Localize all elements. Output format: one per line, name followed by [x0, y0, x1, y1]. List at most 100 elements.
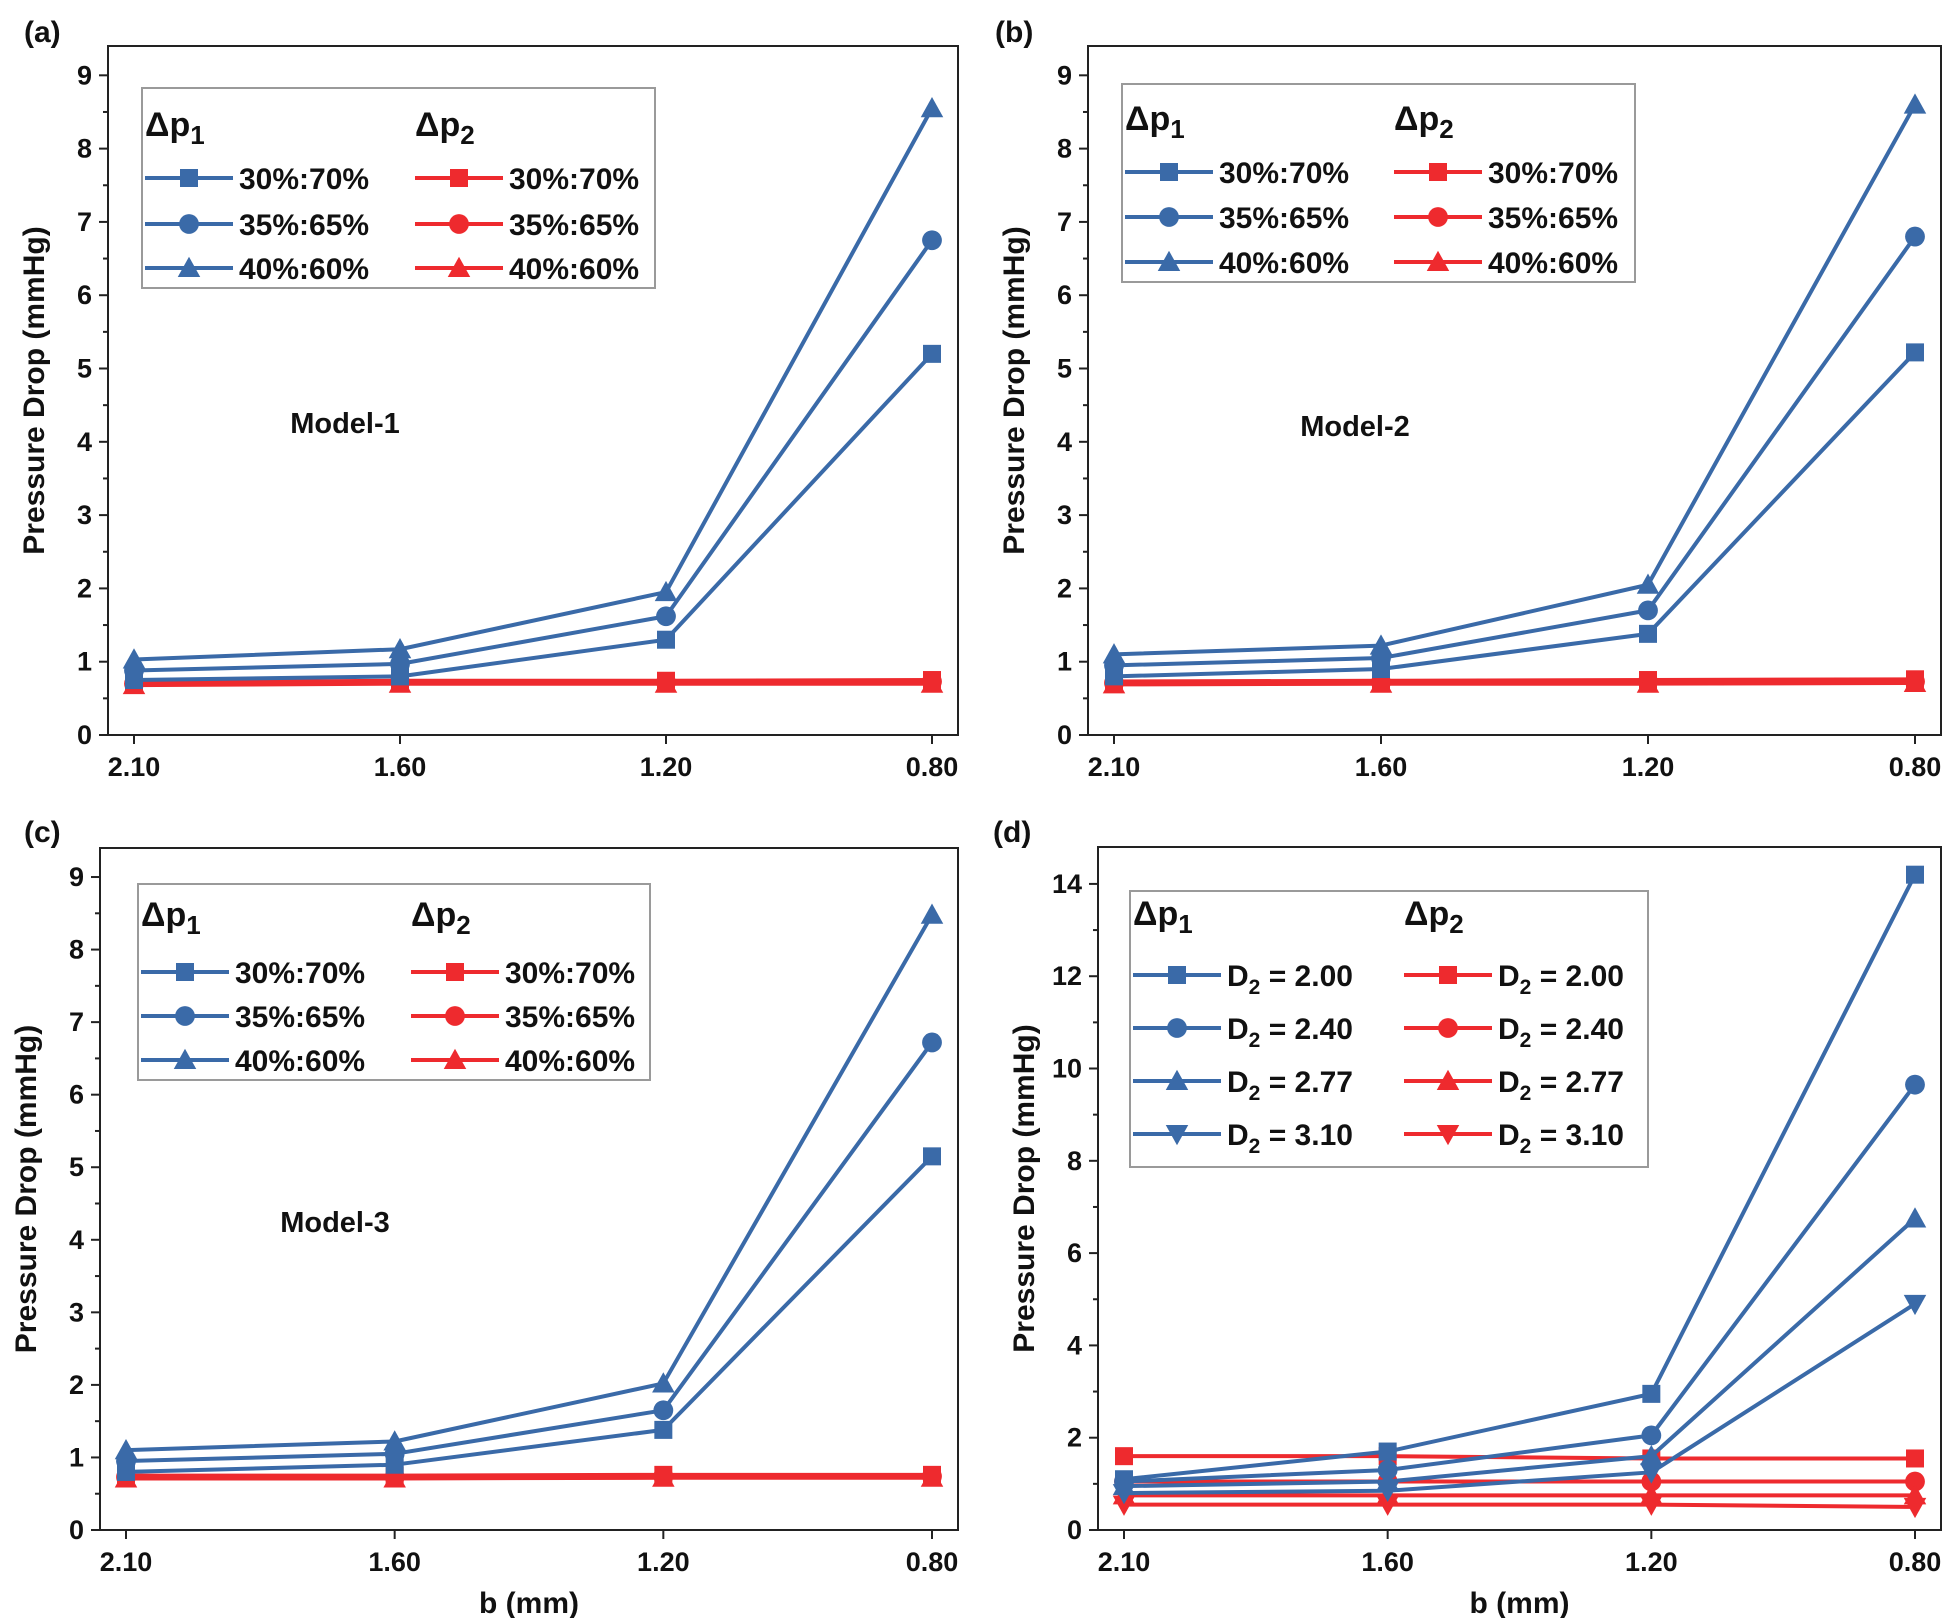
- legend-entry-label: 30%:70%: [509, 163, 639, 196]
- series-line: [1124, 1502, 1916, 1509]
- legend-entry-label: D2 = 3.10: [1498, 1119, 1624, 1158]
- data-point: [922, 1032, 942, 1053]
- data-point: [1377, 1460, 1398, 1480]
- series-line: [133, 681, 932, 688]
- y-tick-label: 8: [1057, 134, 1072, 164]
- data-point: [1641, 1425, 1662, 1446]
- plot-frame: [99, 847, 959, 1531]
- y-tick-label: 9: [77, 60, 92, 90]
- legend-marker: [1436, 1125, 1460, 1146]
- y-tick-label: 7: [77, 207, 92, 237]
- data-point: [654, 1420, 673, 1439]
- legend-entry-label: D2 = 2.40: [1498, 1013, 1624, 1052]
- data-point: [923, 1147, 941, 1166]
- panel-label: (b): [995, 16, 1033, 49]
- y-tick-label: 1: [1057, 647, 1072, 677]
- y-tick-label: 0: [1067, 1515, 1082, 1545]
- y-tick-label: 4: [1067, 1330, 1082, 1360]
- data-point: [652, 1372, 675, 1393]
- x-tick-label: 0.80: [1889, 752, 1942, 782]
- x-tick-label: 1.60: [368, 1547, 421, 1577]
- data-point: [923, 344, 941, 363]
- series-Δp2-5: [1102, 671, 1927, 694]
- legend-marker: [180, 169, 198, 187]
- plot-frame: [1087, 45, 1942, 736]
- legend-entry-label: 35%:65%: [509, 209, 639, 242]
- legend-marker: [443, 1048, 467, 1069]
- legend-box: [1121, 83, 1636, 283]
- x-tick-label: 1.60: [1361, 1547, 1414, 1577]
- x-tick-label: 0.80: [906, 1547, 959, 1577]
- legend-entry-label: 30%:70%: [1219, 157, 1349, 190]
- data-point: [920, 903, 944, 924]
- data-point: [1112, 1484, 1136, 1505]
- series-Δp1-1: [116, 1032, 942, 1471]
- legend-box: [137, 883, 651, 1081]
- data-point: [388, 637, 412, 659]
- legend-marker: [1159, 207, 1179, 227]
- y-tick-label: 8: [69, 935, 84, 965]
- y-tick-label: 5: [69, 1152, 84, 1182]
- series-line: [125, 1041, 934, 1464]
- legend-marker: [446, 963, 464, 981]
- data-point: [122, 648, 146, 669]
- data-point: [1115, 1447, 1133, 1466]
- data-point: [1640, 1444, 1663, 1466]
- plot-frame: [107, 45, 959, 736]
- series-line: [1113, 351, 1917, 679]
- series-Δp2-6: [1112, 1484, 1927, 1505]
- legend-entry-label: 40%:60%: [509, 253, 639, 286]
- legend-entry-label: 30%:70%: [235, 957, 365, 990]
- data-point: [1640, 1495, 1663, 1516]
- y-tick-label: 2: [69, 1370, 84, 1400]
- chart-panel-c: 0 1 2 3 4 5 6 7 8 9 2.10 1.60 1.20 0.80 b (mm) Pressure…: [0, 800, 960, 1623]
- legend-entry-label: D2 = 2.00: [1498, 960, 1624, 999]
- series-line: [125, 1154, 934, 1474]
- data-point: [1636, 573, 1660, 594]
- y-tick-label: 4: [77, 427, 92, 457]
- data-point: [657, 630, 675, 649]
- data-point: [390, 654, 410, 674]
- y-tick-label: 6: [77, 280, 92, 310]
- y-tick-label: 14: [1052, 869, 1082, 899]
- data-point: [383, 1430, 406, 1451]
- legend-entry-label: 40%:60%: [239, 253, 369, 286]
- legend-entry-label: D2 = 2.77: [1498, 1066, 1624, 1105]
- series-Δp2-5: [122, 672, 944, 695]
- legend-entry-label: 40%:60%: [505, 1045, 635, 1078]
- panel-label: (c): [24, 816, 61, 849]
- legend-marker: [1167, 1018, 1187, 1038]
- legend-marker: [1165, 1125, 1189, 1146]
- chart-panel-d: 0 2 4 6 8 10 12 14 2.10 1.60 1.20 0.80 b (mm) Pressur…: [985, 800, 1943, 1623]
- data-point: [920, 97, 944, 118]
- legend-marker: [1160, 163, 1178, 181]
- data-point: [1640, 1463, 1663, 1484]
- legend-entry-label: 35%:65%: [239, 209, 369, 242]
- legend-group-title: Δp2: [1394, 100, 1454, 144]
- legend-marker: [449, 214, 469, 234]
- x-tick-label: 1.60: [1355, 752, 1408, 782]
- y-tick-label: 2: [77, 573, 92, 603]
- legend-marker: [177, 256, 201, 277]
- legend-entry-label: D2 = 3.10: [1227, 1119, 1353, 1158]
- data-point: [1638, 600, 1658, 621]
- model-annotation: Model-2: [1300, 411, 1410, 443]
- y-tick-label: 5: [77, 354, 92, 384]
- legend-marker: [447, 256, 471, 277]
- legend-entry-label: D2 = 2.40: [1227, 1013, 1353, 1052]
- series-line: [133, 239, 934, 673]
- legend-marker: [1439, 966, 1457, 984]
- series-Δp1-1: [1104, 226, 1925, 676]
- y-tick-label: 9: [69, 862, 84, 892]
- x-tick-label: 1.20: [1625, 1547, 1678, 1577]
- y-tick-label: 4: [1057, 427, 1072, 457]
- legend-marker: [176, 963, 194, 981]
- data-point: [920, 672, 944, 693]
- series-line: [126, 1475, 932, 1481]
- data-point: [652, 1466, 675, 1487]
- x-tick-label: 2.10: [1088, 752, 1141, 782]
- data-point: [654, 580, 678, 602]
- data-point: [114, 1438, 138, 1460]
- y-tick-label: 12: [1052, 961, 1082, 991]
- y-tick-label: 0: [1057, 720, 1072, 750]
